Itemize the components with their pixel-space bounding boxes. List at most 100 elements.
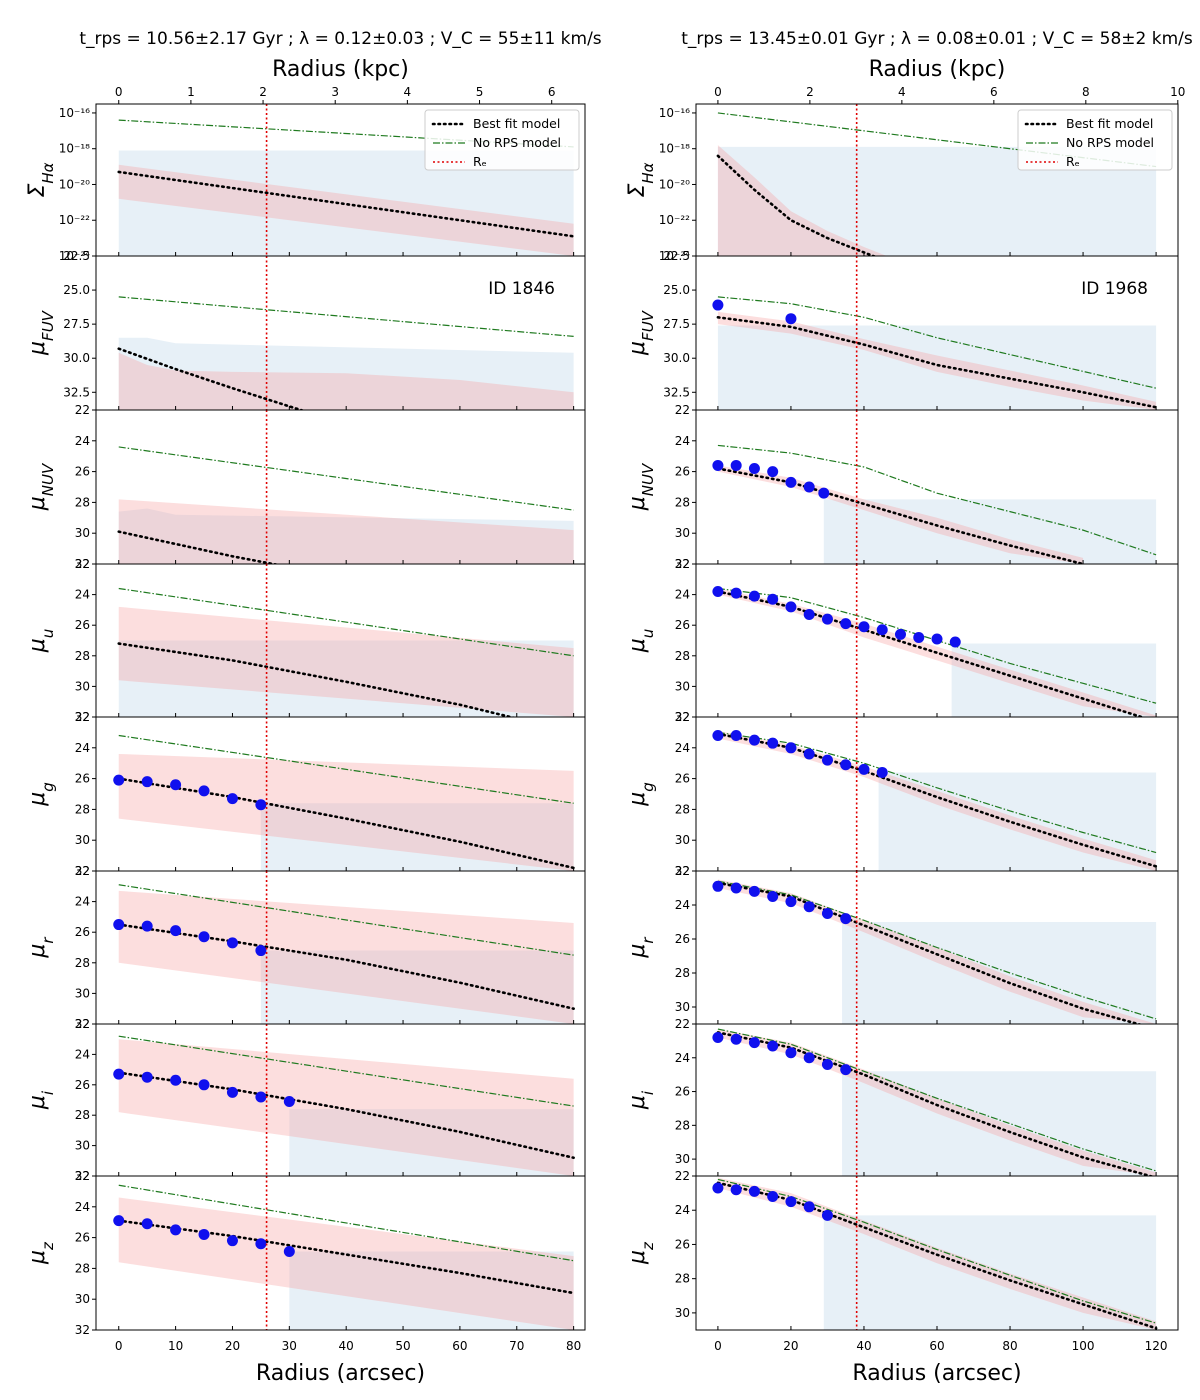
y-axis-label: μFUV xyxy=(25,309,57,356)
upper-limit-band xyxy=(289,1109,574,1176)
y-tick-label: 26 xyxy=(75,772,90,786)
y-tick-label: 22 xyxy=(675,1017,690,1031)
no-rps-model-line xyxy=(717,444,1157,556)
y-tick-label: 22 xyxy=(675,403,690,417)
observed-point xyxy=(748,885,760,897)
best-fit-model-line xyxy=(117,777,575,870)
y-tick-label: 32 xyxy=(675,864,690,878)
upper-limit-band xyxy=(951,643,1157,717)
observed-point xyxy=(858,763,870,775)
observed-point xyxy=(748,590,760,602)
y-tick-label: 10⁻²⁰ xyxy=(59,177,90,191)
observed-point xyxy=(913,631,925,643)
observed-point xyxy=(255,1091,267,1103)
y-tick-label: 24 xyxy=(675,741,690,755)
observed-point xyxy=(821,613,833,625)
y-axis-symbol: μ xyxy=(625,341,650,356)
observed-point xyxy=(141,776,153,788)
y-tick-label: 28 xyxy=(675,802,690,816)
top-tick-label: 0 xyxy=(115,85,123,99)
y-tick-label: 10⁻²⁴ xyxy=(59,249,90,263)
y-tick-label: 22 xyxy=(75,710,90,724)
y-axis-label: μNUV xyxy=(625,462,657,511)
y-tick-label: 28 xyxy=(75,649,90,663)
chart-header: t_rps = 10.56±2.17 Gyr ; λ = 0.12±0.03 ;… xyxy=(79,29,601,49)
y-axis-subscript: i xyxy=(39,1090,57,1095)
y-axis-subscript: FUV xyxy=(39,309,57,341)
panel-2: 22.5 25.0 27.5 30.0 32.5 μFUV ID 1846 xyxy=(25,249,586,411)
observed-point xyxy=(840,759,852,771)
y-tick-label: 28 xyxy=(675,495,690,509)
y-tick-label: 22 xyxy=(675,557,690,571)
y-tick-label: 32 xyxy=(675,710,690,724)
y-tick-label: 24 xyxy=(75,1047,90,1061)
observed-point xyxy=(821,754,833,766)
y-axis-symbol: μ xyxy=(25,944,50,959)
y-tick-label: 32 xyxy=(75,710,90,724)
panel-4: 22 24 26 28 30 32 μu xyxy=(625,557,1179,724)
y-tick-label: 10⁻¹⁸ xyxy=(59,142,90,156)
y-axis-label: μg xyxy=(625,782,657,807)
y-axis-label: μu xyxy=(625,629,657,654)
y-tick-label: 22 xyxy=(75,403,90,417)
y-axis-symbol: μ xyxy=(625,496,650,511)
no-rps-model-line xyxy=(717,731,1157,854)
y-axis-subscript: r xyxy=(639,937,657,944)
top-tick-label: 0 xyxy=(714,85,722,99)
y-tick-label: 32 xyxy=(75,557,90,571)
panel-3: 22 24 26 28 30 32 μNUV xyxy=(625,403,1179,571)
observed-point xyxy=(712,299,724,311)
observed-point xyxy=(730,729,742,741)
x-tick-label: 50 xyxy=(395,1339,410,1353)
panel-8: 22 24 26 28 30 μz xyxy=(625,1169,1179,1331)
y-tick-label: 24 xyxy=(675,588,690,602)
panel-6: 22 24 26 28 30 μr xyxy=(625,864,1179,1025)
y-tick-label: 24 xyxy=(75,434,90,448)
y-tick-label: 30 xyxy=(675,526,690,540)
x-tick-label: 0 xyxy=(714,1339,722,1353)
observed-point xyxy=(931,633,943,645)
observed-point xyxy=(803,608,815,620)
observed-point xyxy=(803,901,815,913)
panel-7: 22 24 26 28 30 32 μi xyxy=(25,1017,586,1183)
y-axis-label: μz xyxy=(25,1241,57,1265)
upper-limit-band xyxy=(717,325,1157,410)
y-tick-label: 30 xyxy=(75,1292,90,1306)
y-tick-label: 30 xyxy=(75,1139,90,1153)
y-axis-label: ΣHα xyxy=(25,162,57,197)
panel-1: 10⁻¹⁶ 10⁻¹⁸ 10⁻²⁰ 10⁻²² 10⁻²⁴ ΣHα Best fit mod… xyxy=(25,103,586,263)
observed-point xyxy=(730,1184,742,1196)
upper-limit-band xyxy=(823,499,1157,564)
y-axis-symbol: μ xyxy=(625,792,650,807)
panel-6: 22 24 26 28 30 32 μr xyxy=(25,864,586,1031)
model-uncertainty-band xyxy=(717,145,901,256)
best-fit-model-line xyxy=(716,1031,1155,1176)
upper-limit-band xyxy=(118,508,574,564)
y-axis-subscript: Hα xyxy=(639,162,657,183)
best-fit-model-line xyxy=(716,1181,1158,1330)
legend-entry: Rₑ xyxy=(473,154,487,169)
y-tick-label: 24 xyxy=(75,1200,90,1214)
legend-entry: Best fit model xyxy=(1066,116,1153,131)
observed-point xyxy=(255,1238,267,1250)
observed-point xyxy=(730,1033,742,1045)
y-tick-label: 32.5 xyxy=(663,385,690,399)
observed-point xyxy=(785,1196,797,1208)
legend: Best fit model No RPS model Rₑ xyxy=(1017,109,1173,171)
best-fit-model-line xyxy=(117,642,516,717)
upper-limit-band xyxy=(289,1251,574,1330)
best-fit-model-line xyxy=(117,170,575,238)
model-uncertainty-band xyxy=(118,890,574,1024)
y-tick-label: 32 xyxy=(75,864,90,878)
observed-point xyxy=(785,601,797,613)
observed-point xyxy=(170,1074,182,1086)
observed-point xyxy=(226,793,238,805)
y-tick-label: 26 xyxy=(75,465,90,479)
y-tick-label: 25.0 xyxy=(63,283,90,297)
panel-1: 10⁻¹⁶ 10⁻¹⁸ 10⁻²⁰ 10⁻²² 10⁻²⁴ ΣHα Best fit mod… xyxy=(625,103,1179,263)
y-tick-label: 30 xyxy=(675,833,690,847)
best-fit-model-line xyxy=(716,590,1146,717)
y-tick-label: 32 xyxy=(75,1169,90,1183)
observed-point xyxy=(767,1040,779,1052)
observed-point xyxy=(840,913,852,925)
